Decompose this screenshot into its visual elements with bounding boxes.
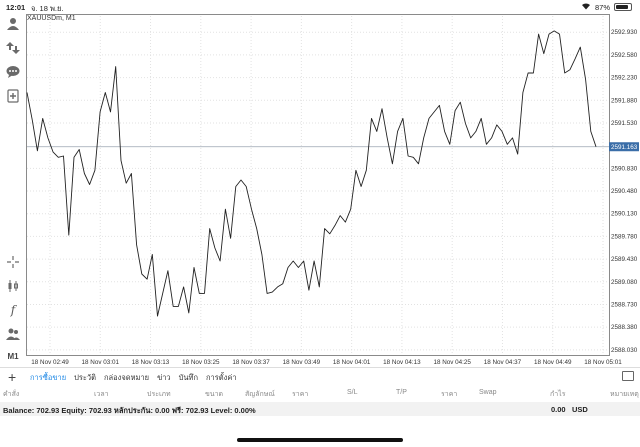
column-header: S/L: [347, 389, 358, 396]
time-tick-label: 18 Nov 04:25: [433, 359, 471, 366]
status-right: 87%: [581, 2, 632, 12]
price-chart[interactable]: 2592.930 2592.580 2592.230 2591.880 2591.530…: [0, 0, 640, 367]
tab-5[interactable]: การตั้งค่า: [206, 373, 237, 382]
time-tick-label: 18 Nov 02:49: [31, 359, 69, 366]
column-header: กำไร: [550, 391, 566, 398]
time-tick-label: 18 Nov 05:01: [584, 359, 622, 366]
crosshair-icon[interactable]: [5, 254, 21, 270]
column-header: เวลา: [94, 391, 109, 398]
price-tick-label: 2591.880: [611, 97, 638, 104]
battery-icon: [614, 3, 632, 11]
people-icon[interactable]: [5, 326, 21, 342]
balance-summary: Balance: 702.93 Equity: 702.93 หลักประกั…: [3, 406, 256, 415]
add-document-icon[interactable]: [5, 88, 21, 104]
balance-bar: Balance: 702.93 Equity: 702.93 หลักประกั…: [0, 402, 640, 416]
column-header: ประเภท: [147, 391, 171, 398]
battery-percent: 87%: [594, 2, 610, 12]
tab-1[interactable]: ประวัติ: [74, 373, 97, 382]
chart-toolbar: f M1: [0, 14, 26, 366]
transfer-icon[interactable]: [5, 40, 21, 56]
price-tick-label: 2591.530: [611, 120, 638, 127]
trade-columns-header: คำสั่ง เวลา ประเภท ขนาด สัญลักษณ์ ราคา S/L T/P ร…: [0, 387, 640, 401]
terminal-tabs: การซื้อขาย ประวัติ กล่องจดหมาย ข่าว บันทึก กา…: [30, 372, 237, 384]
time-tick-label: 18 Nov 03:37: [232, 359, 270, 366]
column-header: ขนาด: [205, 391, 224, 398]
chat-icon[interactable]: [5, 64, 21, 80]
time-tick-label: 18 Nov 03:01: [82, 359, 120, 366]
add-button[interactable]: +: [8, 369, 17, 385]
home-indicator: [237, 438, 403, 442]
tab-0[interactable]: การซื้อขาย: [30, 373, 67, 382]
person-icon[interactable]: [5, 16, 21, 32]
price-tick-label: 2592.930: [611, 29, 638, 36]
current-price-label: 2591.163: [611, 144, 638, 151]
current-price-badge: [609, 142, 639, 152]
time-tick-label: 18 Nov 04:01: [333, 359, 371, 366]
time-tick-label: 18 Nov 03:13: [132, 359, 170, 366]
price-tick-label: 2588.730: [611, 301, 638, 308]
function-icon[interactable]: f: [10, 303, 16, 317]
price-tick-label: 2592.580: [611, 52, 638, 59]
price-tick-label: 2590.830: [611, 165, 638, 172]
column-header: คำสั่ง: [3, 391, 20, 398]
chart-symbol-label: XAUUSDm, M1: [27, 15, 76, 22]
price-series-line: [26, 30, 597, 317]
status-bar: 12:01 จ. 18 พ.ย. 87%: [0, 0, 640, 14]
time-tick-label: 18 Nov 04:49: [534, 359, 572, 366]
window-icon[interactable]: [622, 371, 634, 381]
price-tick-label: 2588.030: [611, 347, 638, 354]
status-time: 12:01: [6, 3, 26, 12]
price-tick-label: 2588.380: [611, 324, 638, 331]
price-tick-label: 2592.230: [611, 75, 638, 82]
tab-2[interactable]: กล่องจดหมาย: [104, 373, 150, 382]
time-tick-label: 18 Nov 03:25: [182, 359, 220, 366]
price-tick-label: 2589.080: [611, 279, 638, 286]
column-header: T/P: [396, 389, 407, 396]
tab-3[interactable]: ข่าว: [157, 373, 171, 382]
status-date: จ. 18 พ.ย.: [31, 4, 64, 13]
column-header: Swap: [479, 389, 497, 396]
candles-icon[interactable]: [5, 278, 21, 294]
time-tick-label: 18 Nov 04:13: [383, 359, 421, 366]
time-tick-label: 18 Nov 03:49: [283, 359, 321, 366]
column-header: สัญลักษณ์: [245, 391, 275, 398]
wifi-icon: [581, 2, 591, 12]
column-header: หมายเหตุ: [610, 391, 639, 398]
price-tick-label: 2589.430: [611, 256, 638, 263]
terminal-tabs-bar: + การซื้อขาย ประวัติ กล่องจดหมาย ข่าว บันทึก…: [0, 367, 640, 385]
chart-area[interactable]: [26, 14, 610, 356]
tab-4[interactable]: บันทึก: [178, 373, 199, 382]
time-tick-label: 18 Nov 04:37: [484, 359, 522, 366]
price-tick-label: 2590.130: [611, 211, 638, 218]
price-tick-label: 2589.780: [611, 233, 638, 240]
timeframe-button[interactable]: M1: [7, 351, 19, 361]
column-header: ราคา: [441, 391, 458, 398]
total-profit: 0.00: [551, 405, 566, 414]
price-tick-label: 2590.480: [611, 188, 638, 195]
column-header: ราคา: [292, 391, 309, 398]
account-currency: USD: [572, 405, 588, 414]
